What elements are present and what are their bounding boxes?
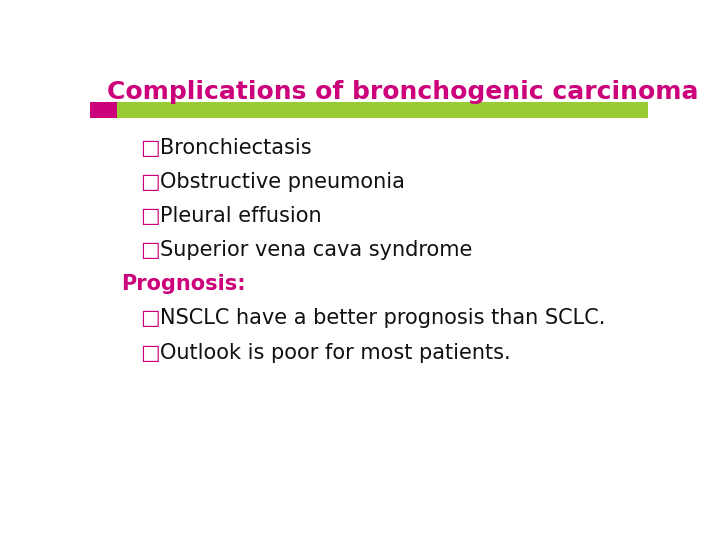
- Text: Complications of bronchogenic carcinoma: Complications of bronchogenic carcinoma: [107, 80, 698, 104]
- Text: Outlook is poor for most patients.: Outlook is poor for most patients.: [160, 342, 510, 362]
- Bar: [90, 102, 117, 118]
- Text: □: □: [140, 172, 160, 192]
- Bar: [117, 102, 648, 118]
- Text: Superior vena cava syndrome: Superior vena cava syndrome: [160, 240, 472, 260]
- Text: Obstructive pneumonia: Obstructive pneumonia: [160, 172, 405, 192]
- Text: □: □: [140, 138, 160, 158]
- Text: □: □: [140, 240, 160, 260]
- Text: □: □: [140, 342, 160, 362]
- Text: Prognosis:: Prognosis:: [121, 274, 246, 294]
- Text: □: □: [140, 308, 160, 328]
- Text: Pleural effusion: Pleural effusion: [160, 206, 321, 226]
- Text: □: □: [140, 206, 160, 226]
- Text: Bronchiectasis: Bronchiectasis: [160, 138, 311, 158]
- Text: NSCLC have a better prognosis than SCLC.: NSCLC have a better prognosis than SCLC.: [160, 308, 605, 328]
